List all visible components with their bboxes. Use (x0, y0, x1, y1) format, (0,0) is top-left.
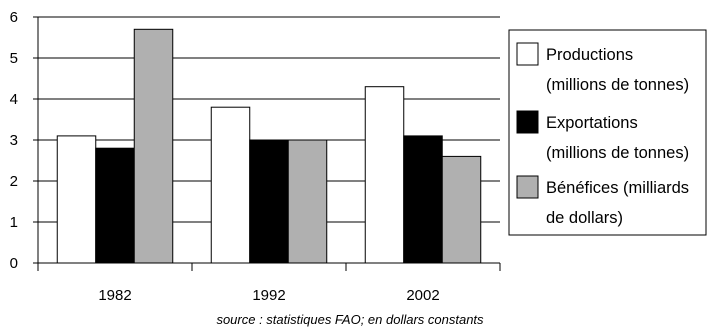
legend-label-line: (millions de tonnes) (546, 144, 689, 162)
bar-2002-series-2 (403, 135, 443, 264)
bar-1982-series-3 (133, 28, 174, 264)
y-tick-label: 1 (10, 214, 18, 231)
bar-1992-series-2 (249, 139, 289, 264)
legend-label-series-2: Exportations (millions de tonnes) (546, 114, 689, 162)
bar-1982-series-2 (95, 147, 135, 264)
source-note: source : statistiques FAO; en dollars co… (216, 312, 484, 327)
y-tick-label: 6 (10, 9, 18, 26)
legend-swatch-series-1 (516, 42, 539, 66)
x-tick-label: 1992 (252, 287, 285, 304)
bar-1992-series-3 (287, 139, 328, 264)
y-tick-label: 4 (10, 91, 18, 108)
y-axis-ticks: 0 1 2 3 4 5 6 (10, 9, 38, 272)
y-tick-label: 2 (10, 173, 18, 190)
y-tick-label: 3 (10, 132, 18, 149)
legend-swatch-series-3 (516, 175, 539, 199)
legend-label-series-3: Bénéfices (milliards de dollars) (546, 179, 689, 227)
bar-1992-series-1 (210, 106, 251, 264)
x-axis-ticks: 1982 1992 2002 (37, 263, 501, 304)
bars (56, 28, 482, 264)
legend-label-line: Productions (546, 46, 633, 64)
legend: Productions (millions de tonnes)Exportati… (508, 29, 707, 236)
legend-swatch-series-2 (516, 110, 539, 134)
bar-2002-series-3 (441, 155, 482, 264)
legend-label-line: (millions de tonnes) (546, 76, 689, 94)
legend-label-line: de dollars) (546, 209, 623, 227)
legend-label-line: Bénéfices (milliards (546, 179, 689, 197)
bar-1982-series-1 (56, 135, 97, 264)
x-tick-label: 2002 (406, 287, 439, 304)
y-tick-label: 0 (10, 255, 18, 272)
legend-label-line: Exportations (546, 114, 638, 132)
x-tick-label: 1982 (98, 287, 131, 304)
y-tick-label: 5 (10, 50, 18, 67)
legend-box (508, 29, 707, 236)
bar-2002-series-1 (364, 86, 405, 264)
legend-label-series-1: Productions (millions de tonnes) (546, 46, 689, 94)
